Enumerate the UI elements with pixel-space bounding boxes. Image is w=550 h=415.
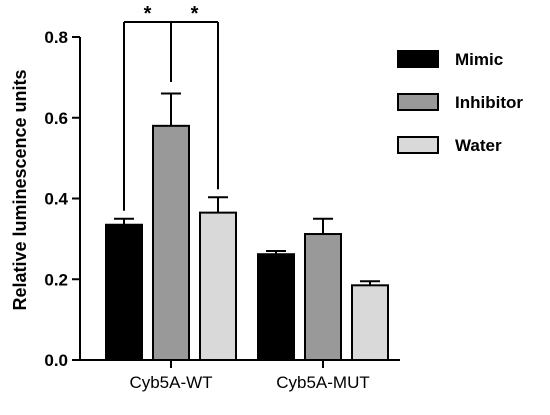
significance-annotations: * *: [123, 3, 219, 211]
legend: Mimic Inhibitor Water: [397, 50, 523, 155]
significance-star: *: [191, 3, 199, 25]
x-tick-label: Cyb5A-MUT: [276, 373, 370, 392]
legend-swatch-inhibitor: [397, 93, 439, 111]
y-tick-label: 0.8: [44, 28, 68, 47]
legend-swatch-water: [397, 136, 439, 154]
bars: [105, 92, 389, 361]
legend-label-water: Water: [455, 136, 502, 155]
y-tick-label: 0.2: [44, 270, 68, 289]
y-tick-label: 0.6: [44, 109, 68, 128]
legend-label-mimic: Mimic: [455, 50, 503, 69]
bar-mimic: [257, 253, 295, 361]
y-axis-title: Relative luminescence units: [10, 69, 30, 310]
bar-mimic: [105, 223, 143, 361]
bar-water: [199, 211, 237, 361]
bar-inhibitor: [152, 124, 190, 361]
y-tick-label: 0.0: [44, 351, 68, 370]
significance-star: *: [144, 3, 152, 25]
bar-inhibitor: [304, 233, 342, 361]
legend-swatch-mimic: [397, 50, 439, 68]
x-tick-label: Cyb5A-WT: [129, 373, 212, 392]
x-axis: Cyb5A-WT Cyb5A-MUT: [79, 359, 400, 392]
bar-water: [351, 284, 389, 361]
y-axis: 0.0 0.2 0.4 0.6 0.8: [44, 28, 81, 370]
y-tick-label: 0.4: [44, 190, 68, 209]
legend-label-inhibitor: Inhibitor: [455, 93, 523, 112]
